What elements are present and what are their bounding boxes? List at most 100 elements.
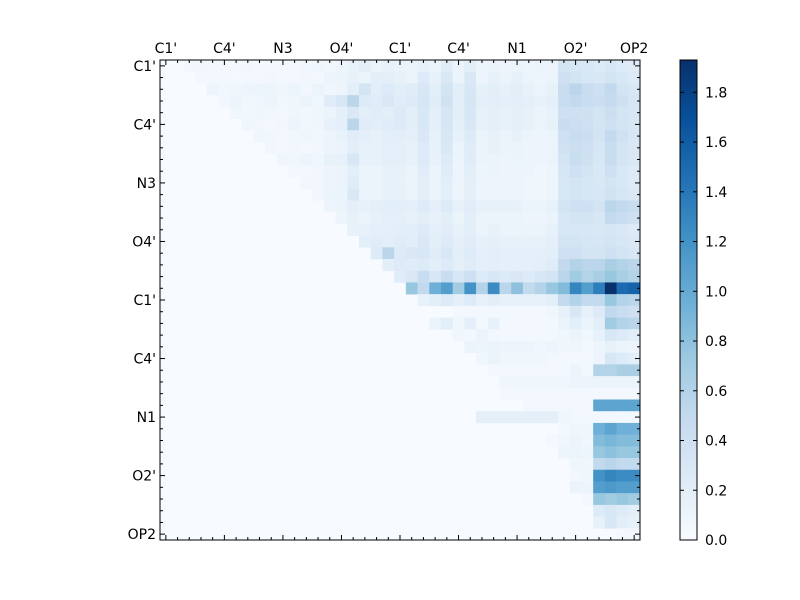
heatmap-cell-4-40: [628, 106, 641, 119]
heatmap-cell-7-31: [522, 141, 535, 154]
heatmap-cell-19-40: [628, 282, 641, 295]
heatmap-cell-0-14: [323, 60, 336, 73]
heatmap-cell-22-33: [546, 317, 559, 330]
heatmap-cell-34-37: [593, 458, 606, 471]
heatmap-cell-23-25: [452, 329, 465, 342]
heatmap-cell-5-32: [534, 118, 547, 131]
heatmap-cell-6-35: [569, 130, 582, 143]
heatmap-cell-10-20: [394, 177, 407, 190]
heatmap-cell-4-20: [394, 106, 407, 119]
heatmap-cell-2-32: [534, 83, 547, 96]
heatmap-cell-19-22: [417, 282, 430, 295]
x-tick-label-3: O4': [330, 41, 354, 57]
heatmap-cell-12-15: [335, 200, 348, 213]
heatmap-cell-14-39: [616, 223, 629, 236]
heatmap-cell-4-38: [604, 106, 617, 119]
colorbar-tick-label-2: 0.4: [705, 434, 727, 450]
heatmap-cell-35-38: [604, 469, 617, 482]
heatmap-cell-6-16: [347, 130, 360, 143]
heatmap-cell-19-24: [440, 282, 453, 295]
heatmap-cell-6-38: [604, 130, 617, 143]
heatmap-cell-9-26: [464, 165, 477, 178]
heatmap-cell-21-31: [522, 305, 535, 318]
heatmap-cell-7-33: [546, 141, 559, 154]
heatmap-cell-2-20: [394, 83, 407, 96]
heatmap-cell-28-32: [534, 387, 547, 400]
heatmap-cell-7-27: [476, 141, 489, 154]
heatmap-cells: [183, 60, 641, 541]
heatmap-cell-13-20: [394, 212, 407, 225]
heatmap-cell-1-40: [628, 71, 641, 84]
heatmap-cell-4-23: [429, 106, 442, 119]
heatmap-cell-22-23: [429, 317, 442, 330]
heatmap-cell-16-30: [511, 247, 524, 260]
heatmap-cell-6-26: [464, 130, 477, 143]
heatmap-cell-26-33: [546, 364, 559, 377]
heatmap-cell-3-35: [569, 95, 582, 108]
heatmap-cell-13-27: [476, 212, 489, 225]
heatmap-cell-7-22: [417, 141, 430, 154]
heatmap-cell-16-21: [405, 247, 418, 260]
heatmap-cell-4-14: [323, 106, 336, 119]
heatmap-cell-32-38: [604, 434, 617, 447]
heatmap-cell-22-38: [604, 317, 617, 330]
heatmap-cell-19-32: [534, 282, 547, 295]
heatmap-cell-0-2: [183, 60, 196, 73]
heatmap-cell-15-22: [417, 235, 430, 248]
heatmap-cell-24-34: [558, 340, 571, 353]
heatmap-cell-15-37: [593, 235, 606, 248]
heatmap-cell-22-24: [440, 317, 453, 330]
heatmap-cell-3-27: [476, 95, 489, 108]
heatmap-cell-16-38: [604, 247, 617, 260]
heatmap-cell-0-8: [253, 60, 266, 73]
heatmap-cell-1-9: [265, 71, 278, 84]
heatmap-cell-36-40: [628, 481, 641, 494]
heatmap-cell-2-12: [300, 83, 313, 96]
heatmap-cell-10-17: [359, 177, 372, 190]
heatmap-cell-8-38: [604, 153, 617, 166]
heatmap-cell-7-16: [347, 141, 360, 154]
heatmap-cell-29-36: [581, 399, 594, 412]
heatmap-cell-17-32: [534, 259, 547, 272]
heatmap-cell-26-35: [569, 364, 582, 377]
heatmap-cell-28-33: [546, 387, 559, 400]
heatmap-cell-6-20: [394, 130, 407, 143]
heatmap-cell-0-28: [487, 60, 500, 73]
heatmap-cell-11-35: [569, 188, 582, 201]
heatmap-cell-28-39: [616, 387, 629, 400]
heatmap-cell-13-36: [581, 212, 594, 225]
heatmap-cell-8-31: [522, 153, 535, 166]
heatmap-cell-22-36: [581, 317, 594, 330]
heatmap-cell-13-22: [417, 212, 430, 225]
heatmap-cell-7-14: [323, 141, 336, 154]
heatmap-cell-23-37: [593, 329, 606, 342]
heatmap-cell-1-20: [394, 71, 407, 84]
heatmap-cell-3-10: [277, 95, 290, 108]
heatmap-cell-29-40: [628, 399, 641, 412]
heatmap-cell-4-9: [265, 106, 278, 119]
heatmap-cell-18-36: [581, 270, 594, 283]
heatmap-cell-22-39: [616, 317, 629, 330]
heatmap-cell-0-29: [499, 60, 512, 73]
heatmap-cell-13-24: [440, 212, 453, 225]
heatmap-cell-18-31: [522, 270, 535, 283]
heatmap-cell-17-35: [569, 259, 582, 272]
heatmap-cell-20-39: [616, 294, 629, 307]
heatmap-cell-18-28: [487, 270, 500, 283]
heatmap-cell-11-34: [558, 188, 571, 201]
heatmap-cell-16-39: [616, 247, 629, 260]
heatmap-cell-34-36: [581, 458, 594, 471]
heatmap-cell-23-36: [581, 329, 594, 342]
heatmap-cell-8-20: [394, 153, 407, 166]
heatmap-cell-35-39: [616, 469, 629, 482]
heatmap-cell-23-27: [476, 329, 489, 342]
heatmap-cell-12-19: [382, 200, 395, 213]
heatmap-cell-1-16: [347, 71, 360, 84]
heatmap-cell-4-28: [487, 106, 500, 119]
heatmap-cell-25-36: [581, 352, 594, 365]
heatmap-cell-7-12: [300, 141, 313, 154]
heatmap-cell-5-33: [546, 118, 559, 131]
heatmap-cell-15-27: [476, 235, 489, 248]
heatmap-cell-15-18: [370, 235, 383, 248]
heatmap-cell-12-34: [558, 200, 571, 213]
